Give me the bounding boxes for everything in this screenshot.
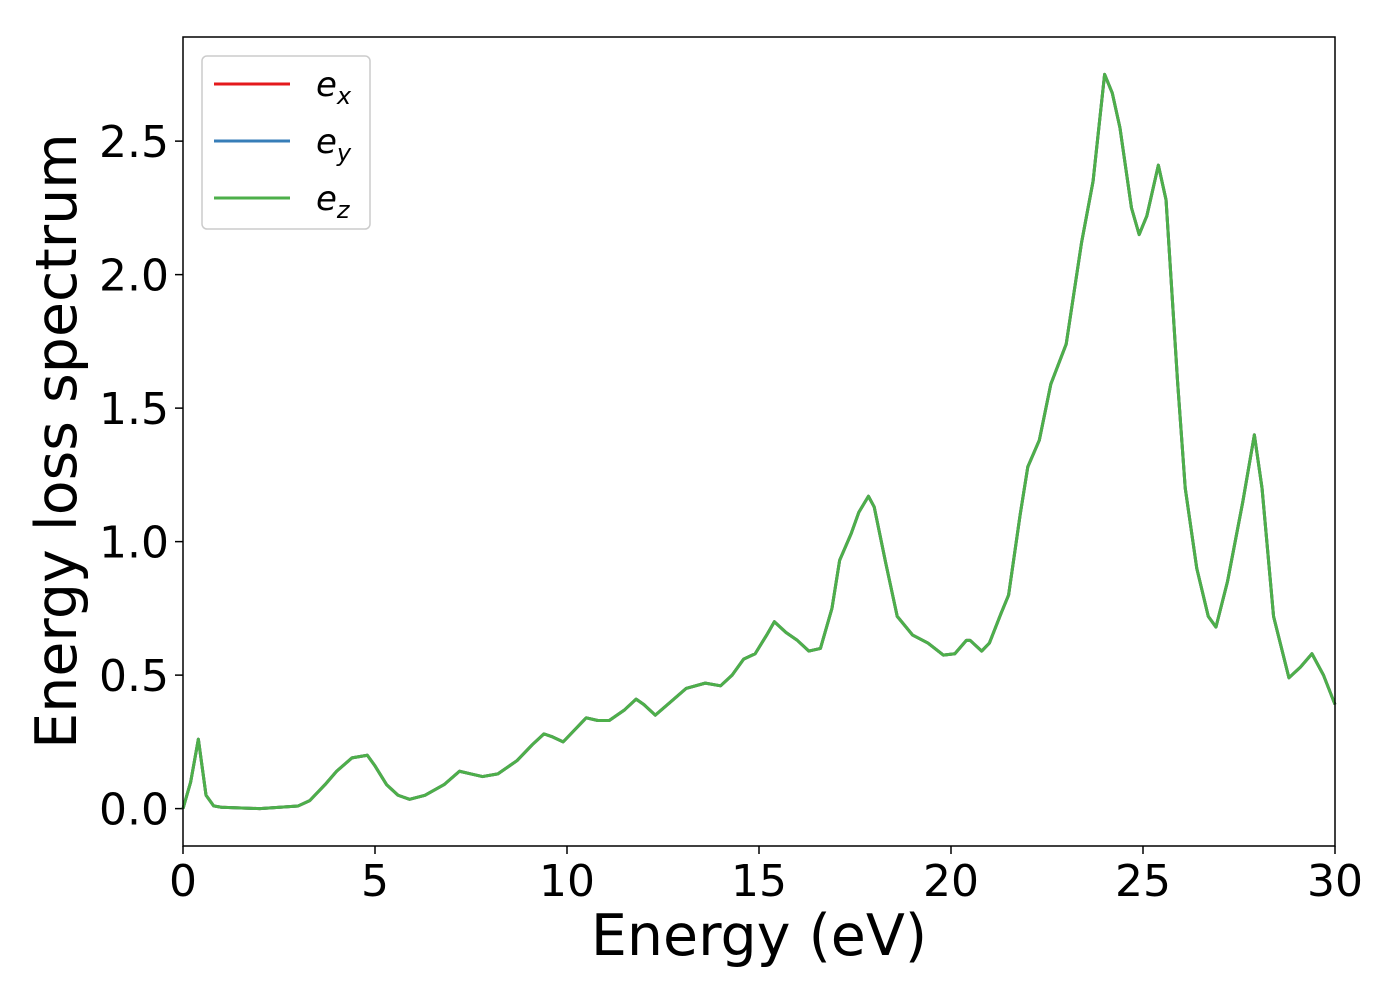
- x-tick-label: 20: [923, 856, 979, 907]
- x-tick-label: 30: [1307, 856, 1363, 907]
- x-tick-label: 25: [1115, 856, 1171, 907]
- x-axis-label: Energy (eV): [591, 903, 927, 969]
- y-axis-label: Energy loss spectrum: [24, 133, 90, 749]
- plot-frame: [182, 36, 1336, 847]
- y-tick-label: 2.5: [99, 117, 169, 168]
- legend-label: ex: [316, 65, 352, 110]
- legend-label: ez: [316, 179, 351, 224]
- line: [181, 72, 1337, 811]
- legend-label: ey: [316, 122, 352, 167]
- y-tick-label: 1.5: [99, 384, 169, 435]
- y-tick-label: 0.0: [99, 785, 169, 836]
- x-tick-label: 5: [361, 856, 389, 907]
- y-tick-label: 0.5: [99, 651, 169, 702]
- x-tick-label: 0: [169, 856, 197, 907]
- x-tick-label: 15: [731, 856, 787, 907]
- y-tick-label: 1.0: [99, 518, 169, 569]
- y-tick-label: 2.0: [99, 251, 169, 302]
- x-tick-label: 10: [539, 856, 595, 907]
